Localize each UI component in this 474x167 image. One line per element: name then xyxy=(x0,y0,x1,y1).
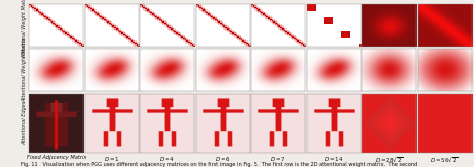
Text: $D = 56\sqrt{2}$: $D = 56\sqrt{2}$ xyxy=(430,155,459,164)
Text: $D = 7$: $D = 7$ xyxy=(270,155,286,163)
Text: $D = 1$: $D = 1$ xyxy=(104,155,120,163)
Text: $D = 4$: $D = 4$ xyxy=(159,155,175,163)
Text: Attentional Edges: Attentional Edges xyxy=(22,101,27,145)
Text: $D = 28\sqrt{2}$: $D = 28\sqrt{2}$ xyxy=(375,155,403,164)
Text: Fixed Adjacency Matrix: Fixed Adjacency Matrix xyxy=(27,155,86,160)
Text: $D = 14$: $D = 14$ xyxy=(324,155,344,163)
Text: Attentional Weight Matrix: Attentional Weight Matrix xyxy=(22,38,27,102)
Text: Attentional Weight Matrix: Attentional Weight Matrix xyxy=(22,0,27,58)
Text: $D = 6$: $D = 6$ xyxy=(215,155,231,163)
Text: Fig. 11   Visualization when PGG uses different adjacency matrices on the first : Fig. 11 Visualization when PGG uses diff… xyxy=(21,162,418,167)
